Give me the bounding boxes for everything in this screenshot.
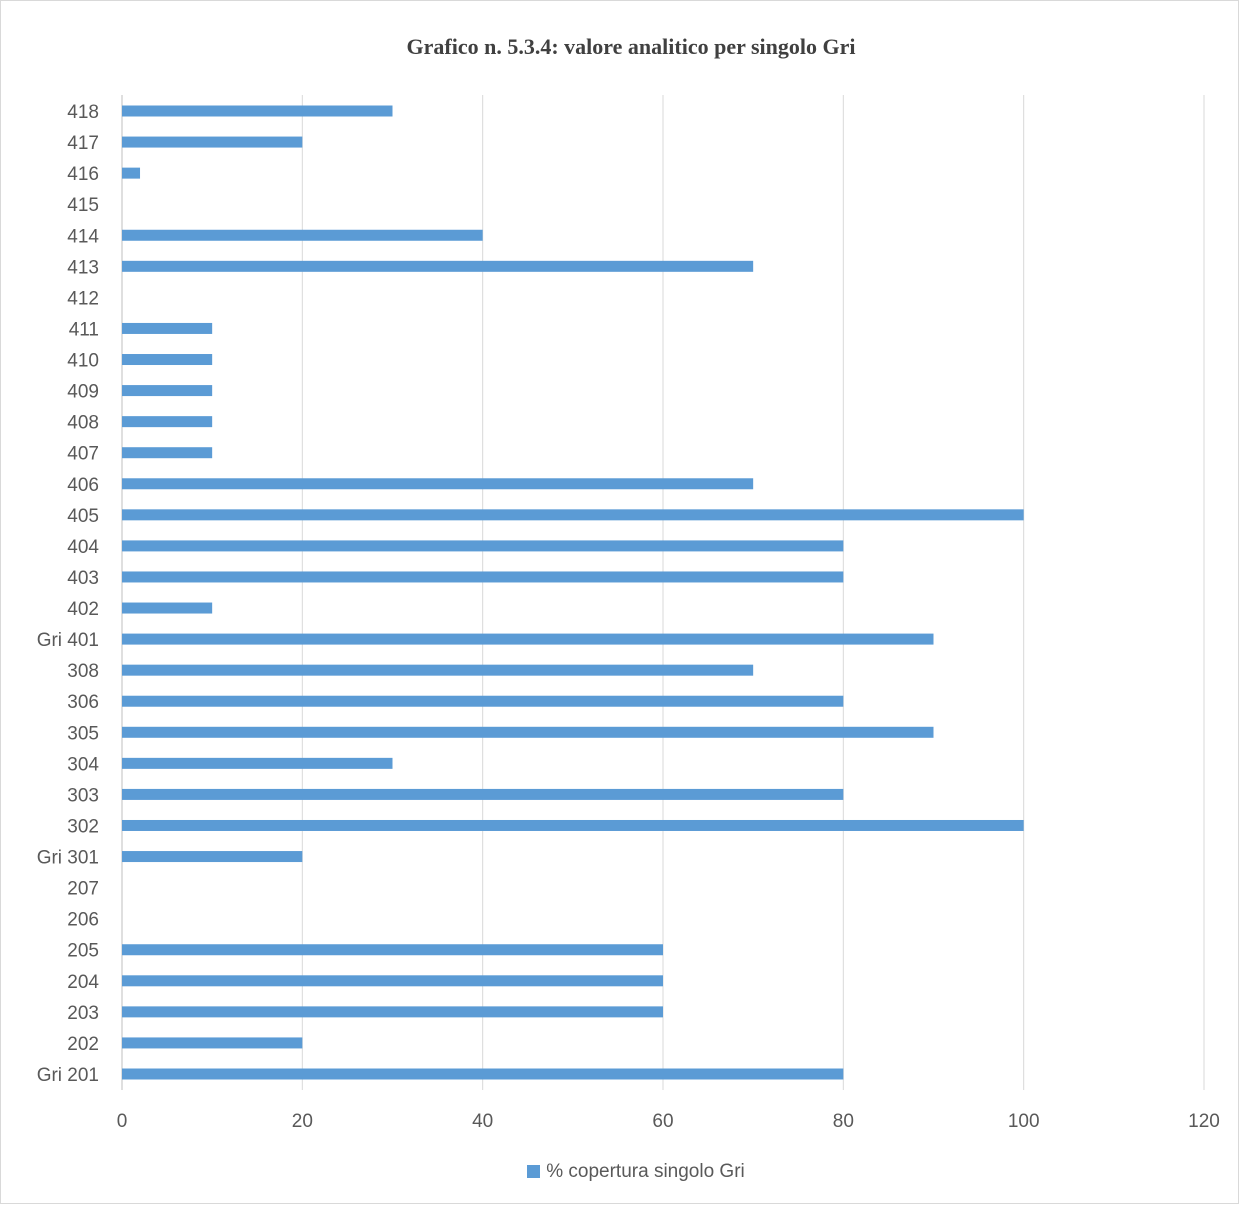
category-labels: Gri 201 202 203 204 205 206 207 Gri 301 302 303 30… — [37, 102, 100, 1086]
category-label-404: 404 — [67, 537, 99, 558]
x-tick-label-0: 0 — [117, 1111, 128, 1132]
x-tick-label-40: 40 — [472, 1111, 493, 1132]
bar-406 — [122, 478, 754, 490]
bar-402 — [122, 602, 213, 614]
x-tick-label-120: 120 — [1188, 1111, 1220, 1132]
bar-gri-301 — [122, 851, 303, 863]
category-label-205: 205 — [67, 941, 99, 962]
category-label-gri-201: Gri 201 — [37, 1065, 99, 1086]
bar-411 — [122, 322, 213, 334]
bar-418 — [122, 105, 393, 117]
category-label-403: 403 — [67, 568, 99, 589]
legend: % copertura singolo Gri — [1, 1161, 1239, 1183]
bar-gri-401 — [122, 633, 934, 645]
category-label-411: 411 — [69, 319, 99, 340]
category-label-204: 204 — [67, 972, 99, 993]
category-label-407: 407 — [67, 444, 99, 465]
category-label-410: 410 — [67, 351, 99, 372]
x-tick-labels: 0 20 40 60 80 100 120 — [117, 1111, 1220, 1132]
bar-302 — [122, 819, 1024, 831]
bar-408 — [122, 416, 213, 428]
bars — [122, 105, 1024, 1080]
legend-swatch — [527, 1165, 541, 1178]
category-label-413: 413 — [67, 257, 99, 278]
bar-304 — [122, 757, 393, 769]
category-label-304: 304 — [67, 754, 99, 775]
category-label-412: 412 — [67, 288, 99, 309]
category-label-416: 416 — [67, 164, 99, 185]
category-label-306: 306 — [67, 692, 99, 713]
category-label-406: 406 — [67, 475, 99, 496]
bar-gri-201 — [122, 1068, 844, 1080]
category-label-414: 414 — [67, 226, 99, 247]
category-label-302: 302 — [67, 816, 99, 837]
bar-417 — [122, 136, 303, 148]
category-label-206: 206 — [67, 910, 99, 931]
x-tick-label-20: 20 — [292, 1111, 313, 1132]
category-label-305: 305 — [67, 723, 99, 744]
bar-308 — [122, 664, 754, 676]
bar-405 — [122, 509, 1024, 521]
bar-205 — [122, 944, 663, 956]
bar-303 — [122, 788, 844, 800]
category-label-207: 207 — [67, 879, 99, 900]
x-tick-label-80: 80 — [833, 1111, 854, 1132]
category-label-gri-301: Gri 301 — [37, 848, 99, 869]
bar-410 — [122, 354, 213, 366]
bar-202 — [122, 1037, 303, 1049]
category-label-409: 409 — [67, 382, 99, 403]
category-label-303: 303 — [67, 785, 99, 806]
x-tick-label-100: 100 — [1008, 1111, 1040, 1132]
legend-label: % copertura singolo Gri — [546, 1161, 745, 1182]
category-label-402: 402 — [67, 599, 99, 620]
bar-306 — [122, 695, 844, 707]
category-label-203: 203 — [67, 1003, 99, 1024]
bar-409 — [122, 385, 213, 397]
category-label-418: 418 — [67, 102, 99, 123]
category-label-gri-401: Gri 401 — [37, 630, 99, 651]
category-label-417: 417 — [67, 133, 99, 154]
category-label-308: 308 — [67, 661, 99, 682]
bar-413 — [122, 260, 754, 272]
bar-416 — [122, 167, 141, 179]
category-label-202: 202 — [67, 1034, 99, 1055]
bar-305 — [122, 726, 934, 738]
bar-414 — [122, 229, 483, 241]
category-label-405: 405 — [67, 506, 99, 527]
bar-403 — [122, 571, 844, 583]
chart-title: Grafico n. 5.3.4: valore analitico per s… — [406, 34, 856, 59]
bar-203 — [122, 1006, 663, 1018]
bar-204 — [122, 975, 663, 987]
x-tick-label-60: 60 — [652, 1111, 673, 1132]
grid-lines — [121, 95, 1205, 1090]
category-label-415: 415 — [67, 195, 99, 216]
bar-404 — [122, 540, 844, 552]
bar-407 — [122, 447, 213, 459]
category-label-408: 408 — [67, 413, 99, 434]
